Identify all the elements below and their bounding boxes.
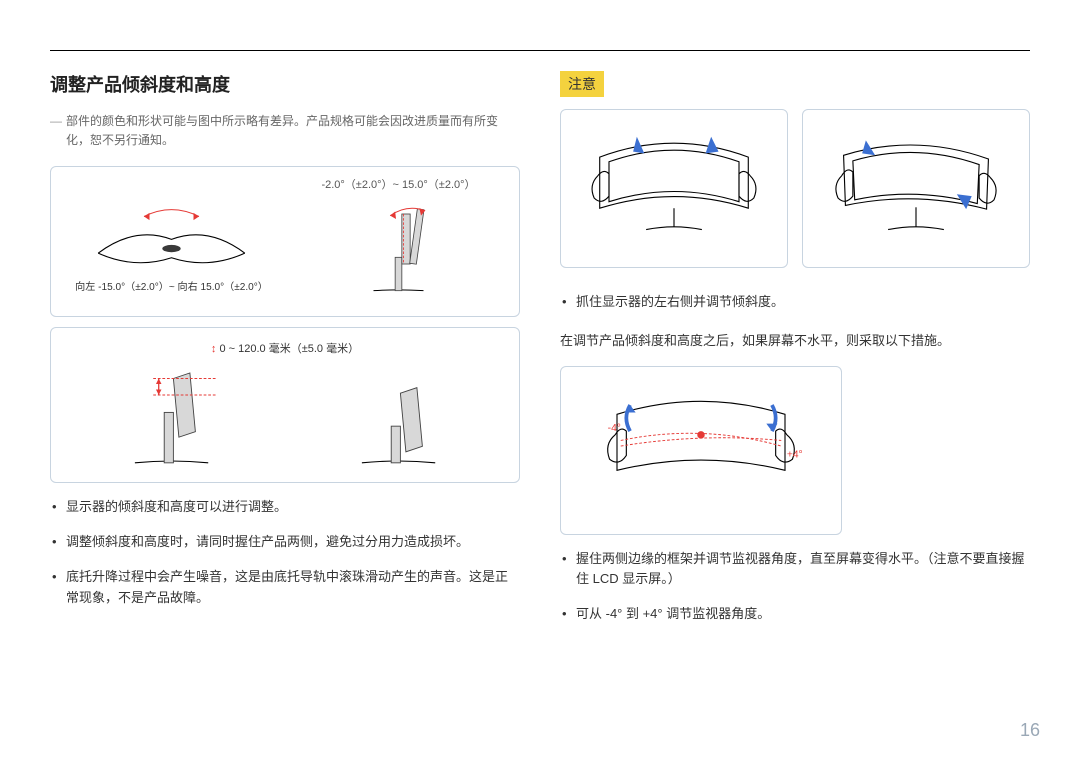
left-bullet-3: 底托升降过程中会产生噪音，这是由底托导轨中滚珠滑动产生的声音。这是正常现象，不是… <box>50 567 520 609</box>
right-top-bullet: 抓住显示器的左右侧并调节倾斜度。 <box>560 292 1030 313</box>
left-bullet-1: 显示器的倾斜度和高度可以进行调整。 <box>50 497 520 518</box>
spec-note: 部件的颜色和形状可能与图中所示略有差异。产品规格可能会因改进质量而有所变化，恕不… <box>50 112 520 150</box>
two-column-layout: 调整产品倾斜度和高度 部件的颜色和形状可能与图中所示略有差异。产品规格可能会因改… <box>50 71 1030 639</box>
figure-level-adjust: -4° +4° <box>560 366 842 535</box>
right-top-bullets: 抓住显示器的左右侧并调节倾斜度。 <box>560 292 1030 313</box>
height-up-diagram <box>65 362 278 472</box>
caution-figures-row <box>560 109 1030 278</box>
tilt-label: -2.0°（±2.0°）~ 15.0°（±2.0°） <box>290 177 507 195</box>
swivel-diagram: 向左 -15.0°（±2.0°）~ 向右 15.0°（±2.0°） <box>63 189 280 299</box>
caution-label: 注意 <box>560 71 604 97</box>
left-bullets: 显示器的倾斜度和高度可以进行调整。 调整倾斜度和高度时，请同时握住产品两侧，避免… <box>50 497 520 608</box>
height-down-diagram <box>292 362 505 472</box>
right-bullet-1: 握住两侧边缘的框架并调节监视器角度，直至屏幕变得水平。（注意不要直接握住 LCD… <box>560 549 1030 591</box>
figure-height: ↕ 0 ~ 120.0 毫米（±5.0 毫米） <box>50 327 520 484</box>
section-heading: 调整产品倾斜度和高度 <box>50 71 520 100</box>
swivel-label: 向左 -15.0°（±2.0°）~ 向右 15.0°（±2.0°） <box>75 280 268 293</box>
page-number: 16 <box>1020 716 1040 745</box>
figure-hold-tilt <box>560 109 788 268</box>
right-bullet-2: 可从 -4° 到 +4° 调节监视器角度。 <box>560 604 1030 625</box>
tilt-diagram <box>290 199 507 299</box>
mid-instruction: 在调节产品倾斜度和高度之后，如果屏幕不水平，则采取以下措施。 <box>560 331 1030 352</box>
left-column: 调整产品倾斜度和高度 部件的颜色和形状可能与图中所示略有差异。产品规格可能会因改… <box>50 71 520 639</box>
right-column: 注意 <box>560 71 1030 639</box>
top-rule <box>50 50 1030 51</box>
left-bullet-2: 调整倾斜度和高度时，请同时握住产品两侧，避免过分用力造成损坏。 <box>50 532 520 553</box>
height-label: 0 ~ 120.0 毫米（±5.0 毫米） <box>219 343 359 355</box>
angle-plus-label: +4° <box>787 449 803 460</box>
right-bottom-bullets: 握住两侧边缘的框架并调节监视器角度，直至屏幕变得水平。（注意不要直接握住 LCD… <box>560 549 1030 625</box>
angle-minus-label: -4° <box>608 423 621 434</box>
figure-hold-rotate <box>802 109 1030 268</box>
figure-tilt-swivel: 向左 -15.0°（±2.0°）~ 向右 15.0°（±2.0°） -2.0°（… <box>50 166 520 316</box>
